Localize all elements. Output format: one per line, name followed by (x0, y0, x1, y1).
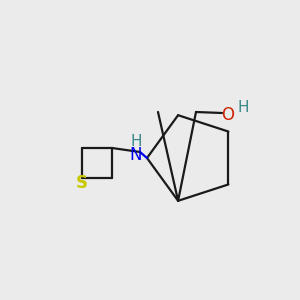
Text: H: H (237, 100, 249, 115)
Text: H: H (130, 134, 142, 149)
Text: N: N (130, 146, 142, 164)
Text: O: O (221, 106, 235, 124)
Text: S: S (76, 174, 88, 192)
